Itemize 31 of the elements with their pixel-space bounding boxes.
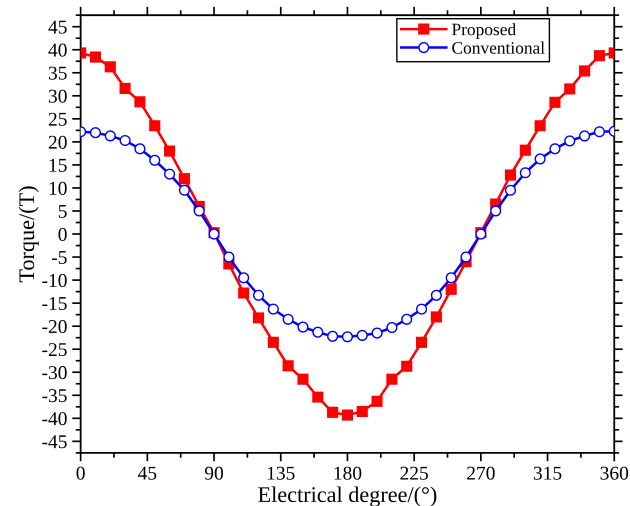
x-tick-label: 180 [334,466,362,480]
y-tick-label: 30 [48,90,67,103]
y-tick-label: -15 [42,297,67,310]
y-tick-label: 5 [58,205,67,218]
y-tick-label: -20 [42,320,67,334]
x-tick-label: 225 [400,466,428,480]
y-tick-label: -25 [42,343,67,356]
x-tick-label: 0 [76,466,85,480]
x-tick-label: 135 [268,466,295,480]
y-tick-label: -5 [52,251,67,264]
x-tick-label: 45 [138,466,156,480]
y-tick-label: 35 [48,66,67,80]
y-tick-label: -35 [42,389,67,402]
y-tick-label: 15 [50,158,67,172]
legend-label: Proposed [452,23,516,39]
y-tick-label: 40 [48,44,67,57]
y-tick-label: 0 [58,228,67,241]
x-tick-label: 360 [600,466,628,480]
y-axis-title: Torque/(T) [18,186,39,282]
x-tick-label: 270 [467,466,495,480]
y-tick-label: -10 [42,274,67,288]
y-tick-label: 20 [48,136,67,149]
y-tick-label: 45 [48,20,67,34]
x-tick-label: 315 [534,466,562,480]
y-tick-label: -45 [42,435,67,448]
y-tick-label: 10 [50,182,67,195]
x-tick-label: 90 [204,466,224,480]
legend-label: Conventional [452,42,545,54]
y-tick-label: -30 [42,366,67,380]
y-tick-label: 25 [48,112,67,126]
y-tick-label: -40 [42,412,67,426]
